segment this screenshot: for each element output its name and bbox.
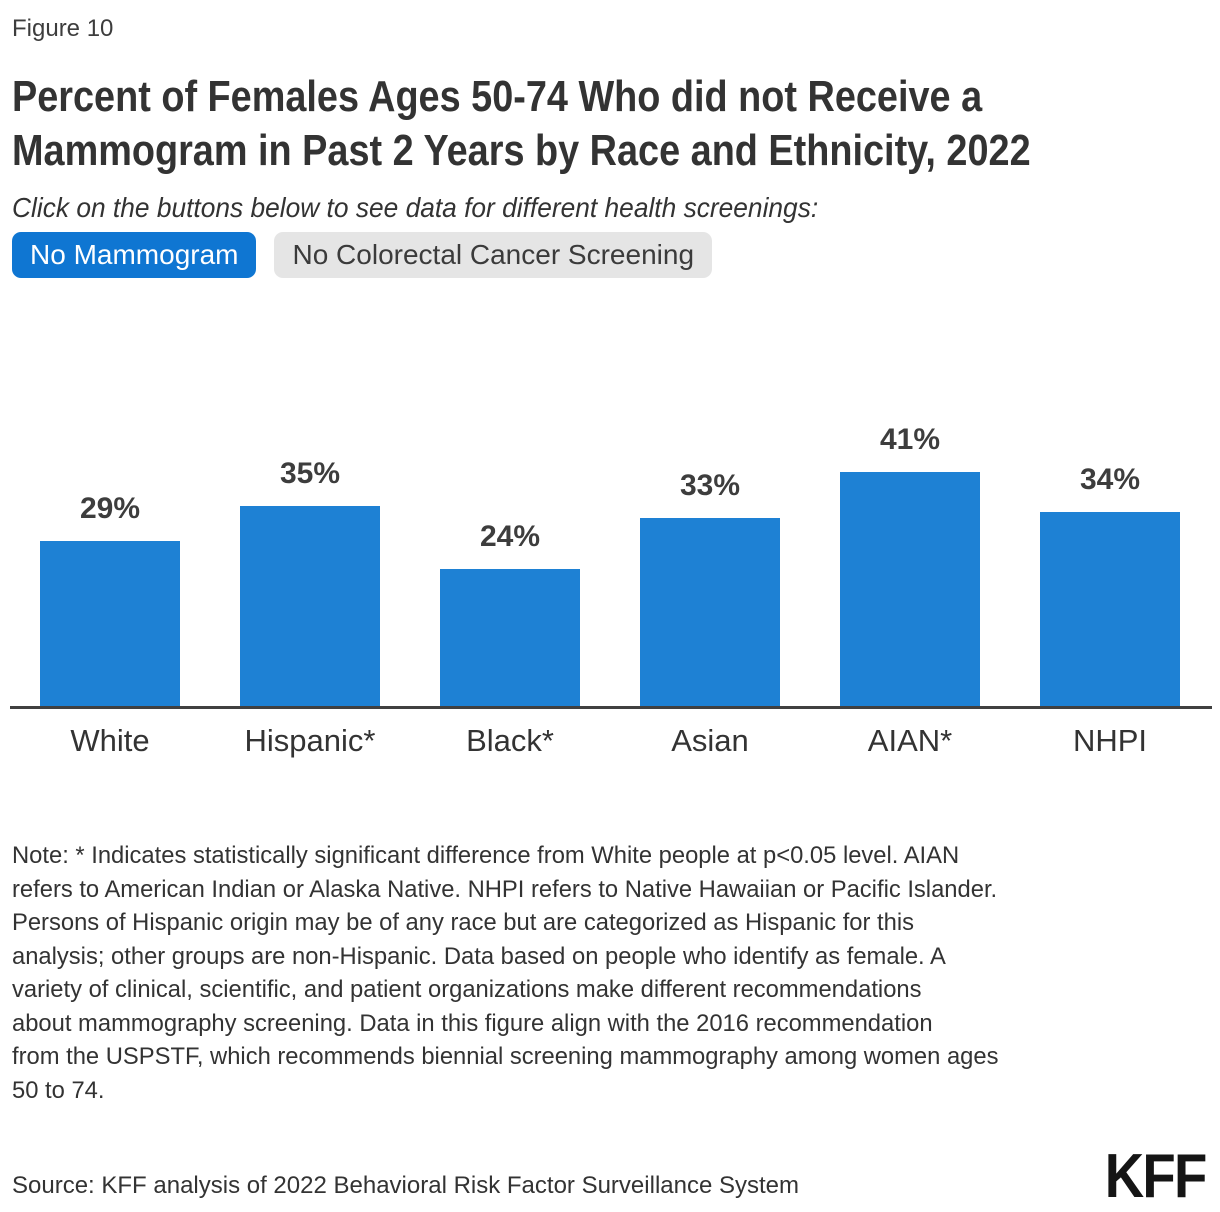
x-axis-label-black: Black* <box>466 723 554 758</box>
bar-value-label-white: 29% <box>79 492 141 525</box>
bar-group-aian: 41% <box>840 423 980 706</box>
x-axis-label-aian: AIAN* <box>867 723 953 758</box>
figure-label: Figure 10 <box>12 15 114 42</box>
bar-group-asian: 33% <box>640 469 780 706</box>
chart-title: Percent of Females Ages 50-74 Who did no… <box>12 72 1031 175</box>
bar-value-label-hispanic: 35% <box>279 457 341 490</box>
screening-toggle-group: No Mammogram No Colorectal Cancer Screen… <box>12 232 1208 278</box>
plot-area: 29% 35% 24% 33% 41% 34% <box>12 406 1208 706</box>
x-axis-label-nhpi: NHPI <box>1072 723 1148 758</box>
bar-group-black: 24% <box>440 520 580 706</box>
bar-hispanic <box>240 506 380 706</box>
x-axis-label-hispanic: Hispanic* <box>244 723 376 758</box>
bar-value-label-aian: 41% <box>879 423 941 456</box>
bar-aian <box>840 472 980 706</box>
x-axis-label-white: White <box>70 723 150 758</box>
bar-white <box>40 541 180 706</box>
x-axis-line <box>10 706 1212 709</box>
footer: Source: KFF analysis of 2022 Behavioral … <box>12 1142 1208 1211</box>
bar-chart: 29% 35% 24% 33% 41% 34% White Hispanic* Black* A… <box>10 406 1212 759</box>
bar-group-nhpi: 34% <box>1040 463 1180 706</box>
bar-value-label-asian: 33% <box>679 469 741 502</box>
source-text: Source: KFF analysis of 2022 Behavioral … <box>12 1172 799 1199</box>
bar-value-label-nhpi: 34% <box>1079 463 1141 496</box>
bar-asian <box>640 518 780 706</box>
footnote: Note: * Indicates statistically signific… <box>12 842 999 1104</box>
bar-group-white: 29% <box>40 492 180 706</box>
no-colorectal-screening-button[interactable]: No Colorectal Cancer Screening <box>274 232 713 278</box>
bar-value-label-black: 24% <box>479 520 541 553</box>
bar-group-hispanic: 35% <box>240 457 380 706</box>
kff-logo: KFF <box>1105 1142 1208 1211</box>
bar-black <box>440 569 580 706</box>
chart-subtitle: Click on the buttons below to see data f… <box>12 192 819 223</box>
x-axis-label-asian: Asian <box>671 723 749 758</box>
no-mammogram-button[interactable]: No Mammogram <box>12 232 257 278</box>
bar-nhpi <box>1040 512 1180 706</box>
x-axis-labels: White Hispanic* Black* Asian AIAN* NHPI <box>12 723 1208 759</box>
